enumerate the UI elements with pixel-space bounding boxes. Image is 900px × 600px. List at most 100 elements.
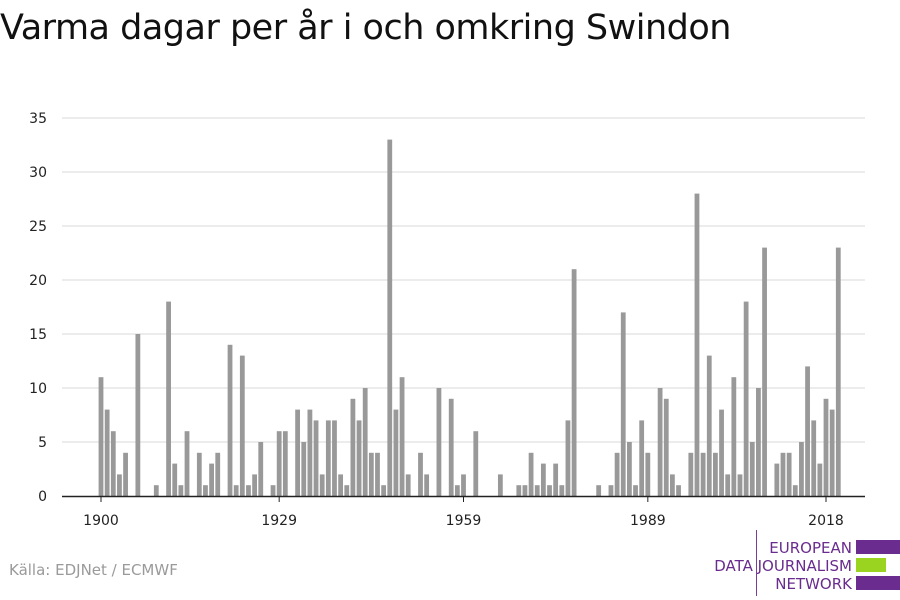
bar — [528, 452, 534, 496]
bar — [799, 442, 804, 496]
bar — [381, 485, 387, 496]
bar — [639, 420, 645, 496]
bar — [774, 463, 780, 496]
y-tick-label: 10 — [29, 381, 47, 397]
bars — [98, 139, 841, 496]
y-tick-label: 0 — [38, 489, 47, 505]
bar — [153, 485, 159, 496]
bar — [608, 485, 614, 496]
x-tick-label: 1900 — [83, 513, 119, 529]
bar — [780, 452, 786, 496]
bar — [276, 431, 282, 496]
bar — [399, 377, 405, 496]
y-tick-label: 20 — [29, 273, 47, 289]
bar — [454, 485, 460, 496]
bar — [196, 452, 202, 496]
bar — [670, 474, 675, 496]
bar — [313, 420, 319, 496]
bar — [405, 474, 411, 496]
bar — [325, 420, 331, 496]
bar — [725, 474, 731, 496]
bar — [215, 452, 221, 496]
bar — [786, 452, 792, 496]
chart-title: Varma dagar per år i och omkring Swindon — [0, 8, 731, 48]
bar — [743, 301, 749, 496]
bar — [719, 409, 724, 496]
bar — [123, 452, 128, 496]
bar — [749, 442, 755, 496]
logo-text: EUROPEAN DATA JOURNALISM NETWORK — [714, 539, 852, 593]
bar — [497, 474, 503, 496]
y-tick-label: 15 — [29, 327, 47, 343]
bar — [731, 377, 737, 496]
bar — [436, 388, 442, 496]
bar — [805, 366, 810, 496]
bar — [295, 409, 301, 496]
bar — [282, 431, 288, 496]
bar — [209, 463, 214, 496]
bar — [522, 485, 528, 496]
bar — [823, 398, 829, 496]
bar — [596, 485, 602, 496]
bar — [835, 247, 841, 496]
logo-bar-purple-bottom — [856, 576, 900, 590]
x-tick-label: 2018 — [808, 513, 844, 529]
bar — [706, 355, 712, 496]
y-tick-label: 35 — [29, 111, 47, 127]
edjnet-logo: EUROPEAN DATA JOURNALISM NETWORK — [700, 530, 900, 596]
bar — [387, 139, 393, 496]
axes: 0 5 10 15 20 25 30 35 1900 1929 1959 1989 2018 — [29, 111, 865, 529]
source-note: Källa: EDJNet / ECMWF — [9, 561, 178, 579]
bar — [418, 452, 423, 496]
bar — [737, 474, 743, 496]
bar — [233, 485, 239, 496]
bar — [227, 344, 233, 496]
bar — [258, 442, 264, 496]
bar — [172, 463, 178, 496]
bar — [817, 463, 823, 496]
bar — [110, 431, 116, 496]
bar — [301, 442, 307, 496]
logo-bar-green — [856, 558, 886, 572]
bar — [362, 388, 368, 496]
y-tick-label: 25 — [29, 219, 47, 235]
bar — [307, 409, 313, 496]
bar — [344, 485, 350, 496]
bar — [239, 355, 245, 496]
bar — [663, 398, 669, 496]
logo-bar-purple-top — [856, 540, 900, 554]
bar — [375, 452, 380, 496]
bar — [657, 388, 663, 496]
bar — [135, 334, 141, 496]
bar — [540, 463, 546, 496]
bar — [184, 431, 190, 496]
bar — [246, 485, 251, 496]
bar — [534, 485, 540, 496]
bar — [104, 409, 110, 496]
x-tick-label: 1929 — [261, 513, 297, 529]
bar — [811, 420, 817, 496]
bar — [547, 485, 552, 496]
bar — [645, 452, 651, 496]
x-tick-label: 1989 — [630, 513, 666, 529]
bar — [756, 388, 761, 496]
bar — [332, 420, 337, 496]
bar — [676, 485, 681, 496]
bar — [694, 193, 700, 496]
y-tick-label: 30 — [29, 165, 47, 181]
bar — [252, 474, 257, 496]
bar — [713, 452, 718, 496]
bar — [633, 485, 638, 496]
bar — [559, 485, 565, 496]
logo-line-european: EUROPEAN — [769, 539, 852, 557]
bar — [393, 409, 399, 496]
bar — [553, 463, 559, 496]
y-tick-label: 5 — [38, 435, 47, 451]
bar — [350, 398, 356, 496]
bar — [565, 420, 571, 496]
grid-lines — [62, 117, 865, 443]
bar — [461, 474, 466, 496]
bar — [368, 452, 374, 496]
bar — [626, 442, 632, 496]
bar — [688, 452, 694, 496]
